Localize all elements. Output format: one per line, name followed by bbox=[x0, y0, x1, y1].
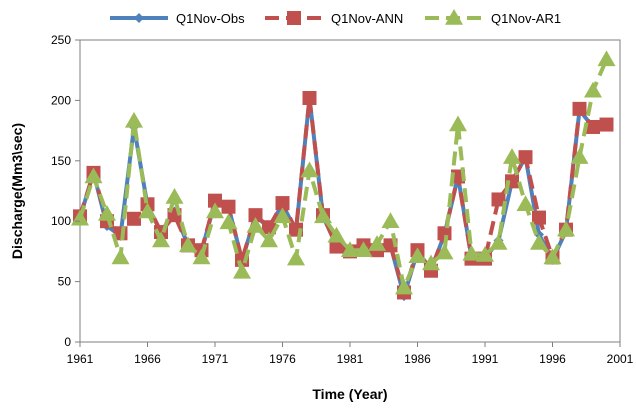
data-point bbox=[341, 241, 359, 257]
data-point bbox=[300, 161, 319, 178]
data-point bbox=[246, 217, 265, 233]
data-point bbox=[435, 243, 454, 260]
data-point bbox=[543, 248, 562, 265]
data-point bbox=[599, 117, 614, 132]
data-point bbox=[354, 241, 373, 257]
data-point bbox=[586, 119, 600, 134]
y-tick-label: 200 bbox=[51, 93, 71, 107]
data-point bbox=[597, 50, 616, 67]
data-point bbox=[422, 254, 440, 271]
y-tick-label: 250 bbox=[51, 33, 71, 47]
legend-marker bbox=[287, 11, 301, 25]
data-point bbox=[489, 233, 508, 250]
data-point bbox=[314, 207, 332, 224]
axes: 0 50 100 150 200 250 1961 1966 1971 1976 1981 1986 1… bbox=[51, 33, 634, 366]
x-tick-label: 1996 bbox=[539, 352, 566, 366]
data-point bbox=[530, 233, 548, 250]
series-layer bbox=[71, 50, 616, 302]
x-tick-label: 1971 bbox=[202, 352, 229, 366]
legend: Q1Nov-Obs Q1Nov-ANN Q1Nov-AR1 bbox=[110, 9, 561, 26]
data-point bbox=[329, 239, 344, 254]
y-tick-label: 150 bbox=[51, 154, 71, 168]
data-point bbox=[381, 212, 400, 228]
data-point bbox=[221, 199, 236, 214]
data-point bbox=[368, 235, 386, 251]
data-point bbox=[395, 278, 413, 295]
y-tick-label: 100 bbox=[51, 214, 71, 228]
series-line bbox=[78, 58, 609, 290]
series-line bbox=[78, 96, 607, 295]
data-point bbox=[206, 202, 224, 219]
data-point bbox=[138, 202, 157, 219]
x-tick-label: 1961 bbox=[67, 352, 94, 366]
data-point bbox=[570, 148, 589, 164]
data-point bbox=[248, 208, 263, 223]
legend-marker bbox=[134, 13, 144, 23]
legend-label: Q1Nov-ANN bbox=[331, 11, 403, 26]
data-point bbox=[449, 115, 467, 132]
x-tick-label: 1986 bbox=[404, 352, 431, 366]
x-tick-label: 1966 bbox=[134, 352, 161, 366]
data-point bbox=[84, 167, 103, 184]
data-point bbox=[287, 249, 305, 266]
data-point bbox=[192, 248, 211, 265]
plot-frame bbox=[79, 39, 621, 343]
legend-entry: Q1Nov-Obs bbox=[110, 11, 245, 26]
legend-entry: Q1Nov-ANN bbox=[265, 11, 403, 26]
data-point bbox=[408, 247, 427, 263]
x-tick-label: 1976 bbox=[269, 352, 296, 366]
x-axis-title: Time (Year) bbox=[312, 386, 387, 402]
data-point bbox=[516, 195, 535, 212]
data-point bbox=[152, 231, 170, 248]
y-tick-label: 0 bbox=[64, 335, 71, 349]
data-point bbox=[503, 148, 521, 164]
data-point bbox=[98, 204, 116, 221]
data-point bbox=[208, 193, 222, 208]
data-point bbox=[518, 150, 533, 165]
legend-label: Q1Nov-AR1 bbox=[491, 11, 561, 26]
data-point bbox=[260, 231, 278, 248]
data-point bbox=[302, 90, 317, 105]
legend-entry: Q1Nov-AR1 bbox=[425, 9, 561, 26]
data-point bbox=[127, 211, 141, 226]
data-point bbox=[125, 111, 143, 128]
data-point bbox=[532, 210, 546, 225]
legend-marker bbox=[445, 9, 463, 25]
data-point bbox=[273, 207, 292, 224]
x-tick-label: 2001 bbox=[607, 352, 634, 366]
data-point bbox=[165, 188, 184, 204]
data-point bbox=[584, 81, 602, 98]
series-line bbox=[78, 96, 607, 299]
data-point bbox=[111, 248, 130, 265]
data-point bbox=[572, 101, 587, 116]
plot-area bbox=[79, 39, 621, 343]
data-point bbox=[219, 213, 238, 230]
x-tick-label: 1991 bbox=[472, 352, 499, 366]
data-point bbox=[275, 196, 290, 211]
data-point bbox=[557, 220, 575, 237]
legend-label: Q1Nov-Obs bbox=[176, 11, 245, 26]
data-point bbox=[233, 262, 251, 279]
y-axis-title: Discharge(Mm3\sec) bbox=[9, 123, 25, 259]
data-point bbox=[327, 226, 346, 243]
series-q1nov-obs bbox=[75, 92, 612, 302]
x-tick-label: 1981 bbox=[337, 352, 364, 366]
data-point bbox=[491, 192, 506, 207]
data-point bbox=[476, 246, 494, 262]
y-tick-label: 50 bbox=[58, 275, 72, 289]
data-point bbox=[462, 244, 481, 261]
data-point bbox=[179, 236, 197, 253]
